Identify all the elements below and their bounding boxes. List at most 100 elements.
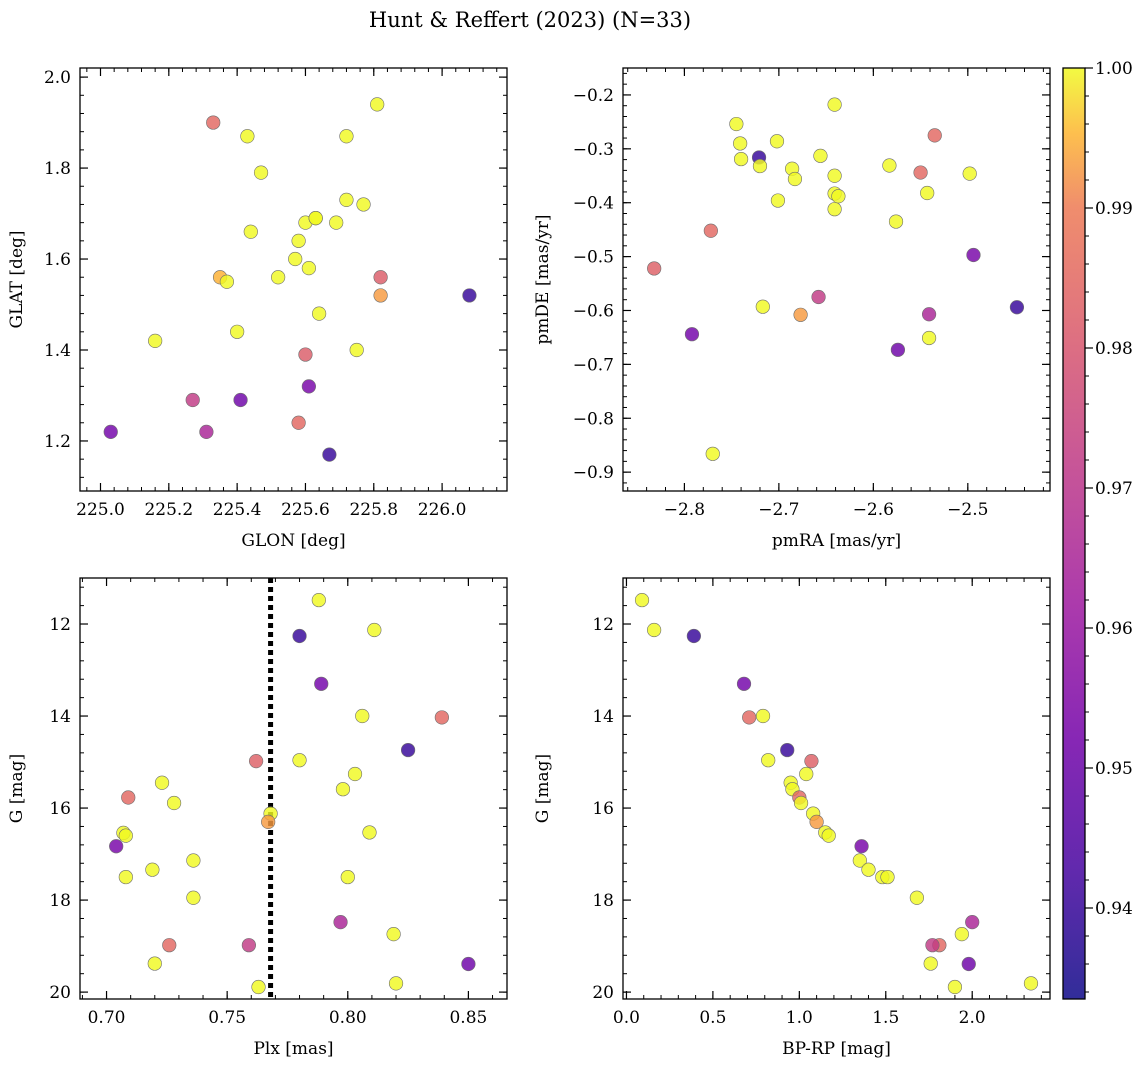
scatter-point xyxy=(121,790,136,805)
scatter-point xyxy=(349,342,364,358)
scatter-point xyxy=(339,129,354,144)
scatter-point xyxy=(647,261,662,276)
x-tick-label: −2.7 xyxy=(758,500,799,520)
scatter-point xyxy=(329,215,344,230)
scatter-point xyxy=(166,795,182,811)
scatter-point xyxy=(703,223,718,238)
scatter-point xyxy=(925,938,940,953)
x-tick-label: 1.5 xyxy=(872,1008,899,1028)
scatter-point xyxy=(249,754,264,769)
x-tick-label: 0.80 xyxy=(329,1008,367,1028)
y-tick-label: 14 xyxy=(49,707,71,727)
scatter-point xyxy=(634,592,650,608)
x-tick-label: 225.0 xyxy=(76,500,125,520)
colorbar-gradient xyxy=(1063,68,1085,999)
scatter-point xyxy=(118,828,133,843)
figure-title: Hunt & Reffert (2023) (N=33) xyxy=(369,8,691,32)
scatter-point xyxy=(742,710,757,725)
x-tick-label: 225.6 xyxy=(281,500,330,520)
scatter-point xyxy=(241,938,256,953)
scatter-point xyxy=(253,165,269,180)
scatter-point xyxy=(770,193,786,208)
scatter-point xyxy=(761,753,776,768)
scatter-point xyxy=(240,129,255,144)
panel-4: 0.0 0.5 1.0 1.5 2.0 12 14 16 18 20 BP-RP [mag] G [m… xyxy=(533,577,1051,1059)
scatter-point xyxy=(813,148,828,163)
x-tick-label: −2.6 xyxy=(853,500,894,520)
scatter-point xyxy=(186,853,201,868)
scatter-point xyxy=(103,424,118,439)
y-axis-label: G [mag] xyxy=(533,754,553,823)
x-tick-label: −2.8 xyxy=(664,500,705,520)
x-tick-label: 0.85 xyxy=(449,1008,487,1028)
y-axis-label: pmDE [mas/yr] xyxy=(533,214,553,344)
scatter-point xyxy=(386,927,401,942)
y-tick-label: −0.4 xyxy=(573,194,614,214)
scatter-point xyxy=(185,392,200,408)
scatter-point xyxy=(118,869,133,885)
scatter-point xyxy=(852,853,867,868)
scatter-point xyxy=(219,274,234,289)
colorbar-frame xyxy=(1062,67,1086,1000)
scatter-point xyxy=(461,956,476,972)
scatter-point xyxy=(684,327,700,342)
x-tick-label: 0.75 xyxy=(208,1008,246,1028)
scatter-point xyxy=(793,307,808,322)
scatter-point xyxy=(954,927,969,942)
scatter-point xyxy=(809,814,824,829)
scatter-point xyxy=(827,168,842,183)
scatter-point xyxy=(965,915,980,930)
y-tick-label: 18 xyxy=(49,891,71,911)
scatter-point xyxy=(921,330,937,346)
scatter-point xyxy=(755,299,770,314)
y-tick-label: 2.0 xyxy=(44,68,71,88)
scatter-point xyxy=(752,158,768,174)
scatter-point xyxy=(261,814,276,829)
scatter-point xyxy=(827,97,842,112)
y-tick-label: −0.5 xyxy=(573,248,614,268)
scatter-point xyxy=(199,424,214,439)
scatter-point xyxy=(370,97,385,112)
y-tick-label: 1.6 xyxy=(44,250,71,270)
colorbar-tick-label: 0.97 xyxy=(1095,479,1133,499)
scatter-point xyxy=(233,392,248,408)
scatter-point xyxy=(356,197,371,212)
x-tick-label: 225.8 xyxy=(349,500,398,520)
y-tick-label: 20 xyxy=(49,983,71,1003)
scatter-point xyxy=(927,128,942,143)
x-axis-label: Plx [mas] xyxy=(253,1039,333,1059)
scatter-point xyxy=(340,869,355,885)
y-tick-label: 14 xyxy=(592,707,614,727)
scatter-point xyxy=(314,676,329,691)
scatter-point xyxy=(647,622,662,638)
scatter-point xyxy=(920,185,935,201)
axes-frame xyxy=(622,577,1051,1000)
scatter-point xyxy=(686,628,701,644)
scatter-point xyxy=(311,592,326,608)
x-axis-label: GLON [deg] xyxy=(241,531,345,551)
panels: 225.0 225.2 225.4 225.6 225.8 226.0 1.2 1.4 1.6 1… xyxy=(7,67,1051,1059)
scatter-point xyxy=(388,976,404,991)
scatter-point xyxy=(243,224,258,239)
y-tick-label: 1.4 xyxy=(44,341,71,361)
colorbar: 0.94 0.95 0.96 0.97 0.98 0.99 1.00 xyxy=(1062,59,1133,1000)
axes-frame xyxy=(79,67,508,492)
scatter-point xyxy=(769,134,785,149)
y-tick-label: 16 xyxy=(592,799,614,819)
y-tick-label: 16 xyxy=(49,799,71,819)
scatter-point xyxy=(333,915,348,930)
scatter-point xyxy=(831,189,846,204)
scatter-point xyxy=(733,151,749,167)
scatter-point xyxy=(298,347,313,362)
scatter-point xyxy=(145,862,160,877)
scatter-point xyxy=(251,979,266,995)
x-tick-label: 225.4 xyxy=(213,500,262,520)
axes-frame xyxy=(622,67,1051,492)
scatter-point xyxy=(890,342,906,357)
axes-frame xyxy=(79,577,508,1000)
scatter-point xyxy=(162,938,177,953)
x-tick-label: 0.0 xyxy=(613,1008,640,1028)
scatter-point xyxy=(780,742,795,758)
scatter-point xyxy=(962,166,977,181)
